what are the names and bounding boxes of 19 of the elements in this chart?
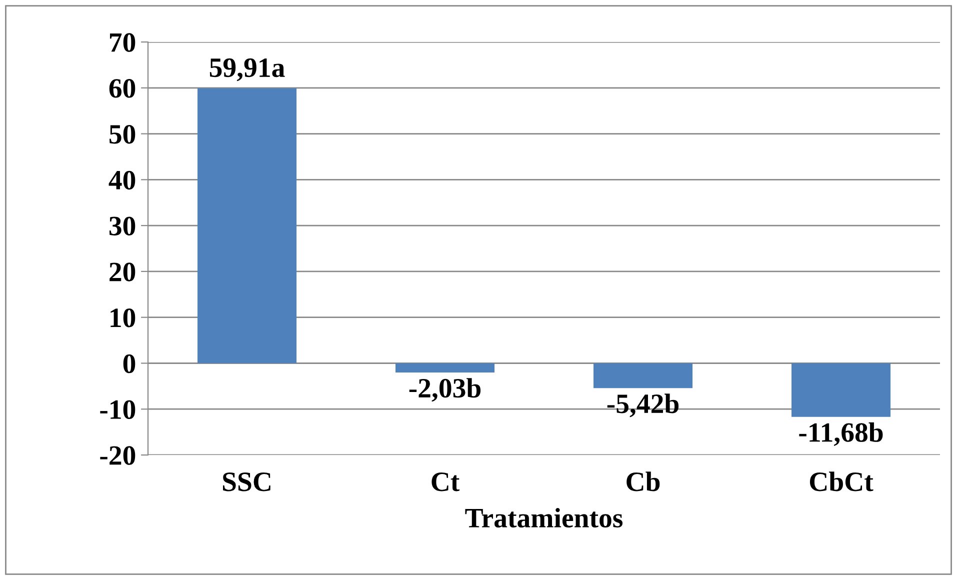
x-tick-label: CbCt	[810, 472, 874, 492]
data-label: -2,03b	[409, 378, 481, 402]
x-tick-label: SSC	[223, 472, 270, 492]
y-tick-label: 70	[110, 33, 136, 52]
data-label: 59,91a	[210, 58, 285, 82]
x-tick-label: Ct	[432, 472, 460, 492]
x-tick-label: Cb	[626, 472, 660, 492]
y-tick-label: 30	[109, 216, 136, 236]
y-tick-label: 20	[110, 262, 136, 282]
y-tick-label: -20	[100, 446, 136, 465]
y-tick-label: 40	[108, 170, 136, 190]
y-tick-label: 0	[123, 354, 136, 374]
data-label: -5,42b	[607, 394, 679, 418]
y-tick-label: 50	[110, 124, 136, 144]
y-tick-label: 60	[109, 79, 136, 98]
x-axis-title: Tratamientos	[465, 508, 623, 528]
data-label: -11,68b	[799, 422, 883, 446]
y-tick-label: 10	[110, 308, 136, 328]
y-tick-label: -10	[100, 400, 136, 420]
